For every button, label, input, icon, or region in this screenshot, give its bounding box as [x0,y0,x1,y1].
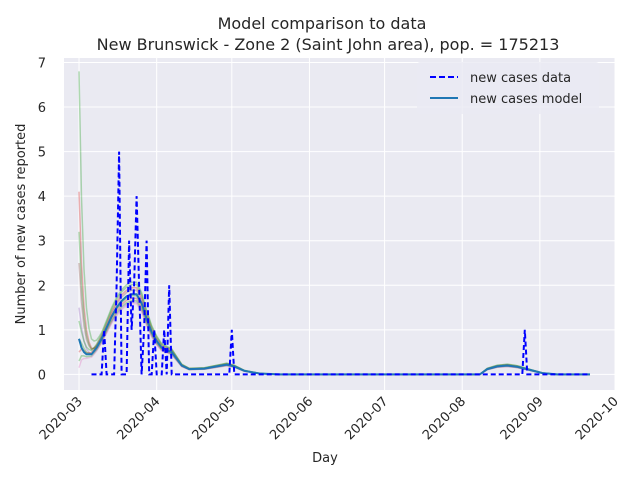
y-tick-label: 7 [38,56,46,71]
y-tick-label: 4 [38,190,46,205]
y-axis-label: Number of new cases reported [14,124,29,325]
y-tick-label: 3 [38,235,46,250]
x-tick-label: 2020-03 [37,394,86,443]
y-tick-label: 1 [38,324,46,339]
legend-box [417,62,599,114]
x-tick-label: 2020-10 [573,394,622,443]
x-tick-label: 2020-07 [342,394,391,443]
y-tick-label: 5 [38,146,46,161]
y-tick-label: 2 [38,279,46,294]
x-tick-label: 2020-08 [420,394,469,443]
legend: new cases data new cases model [417,62,599,114]
x-tick-label: 2020-09 [498,394,547,443]
x-tick-label: 2020-04 [114,394,163,443]
chart-subtitle: New Brunswick - Zone 2 (Saint John area)… [97,35,560,54]
y-tick-label: 6 [38,101,46,116]
legend-label-model: new cases model [470,92,582,107]
series-line-new-cases-data [91,151,590,376]
x-tick-label: 2020-06 [267,394,316,443]
y-tick-label: 0 [38,368,46,383]
x-tick-label: 2020-05 [190,394,239,443]
x-axis-label: Day [312,451,338,466]
legend-label-data: new cases data [470,71,571,86]
chart-title: Model comparison to data [218,14,427,33]
